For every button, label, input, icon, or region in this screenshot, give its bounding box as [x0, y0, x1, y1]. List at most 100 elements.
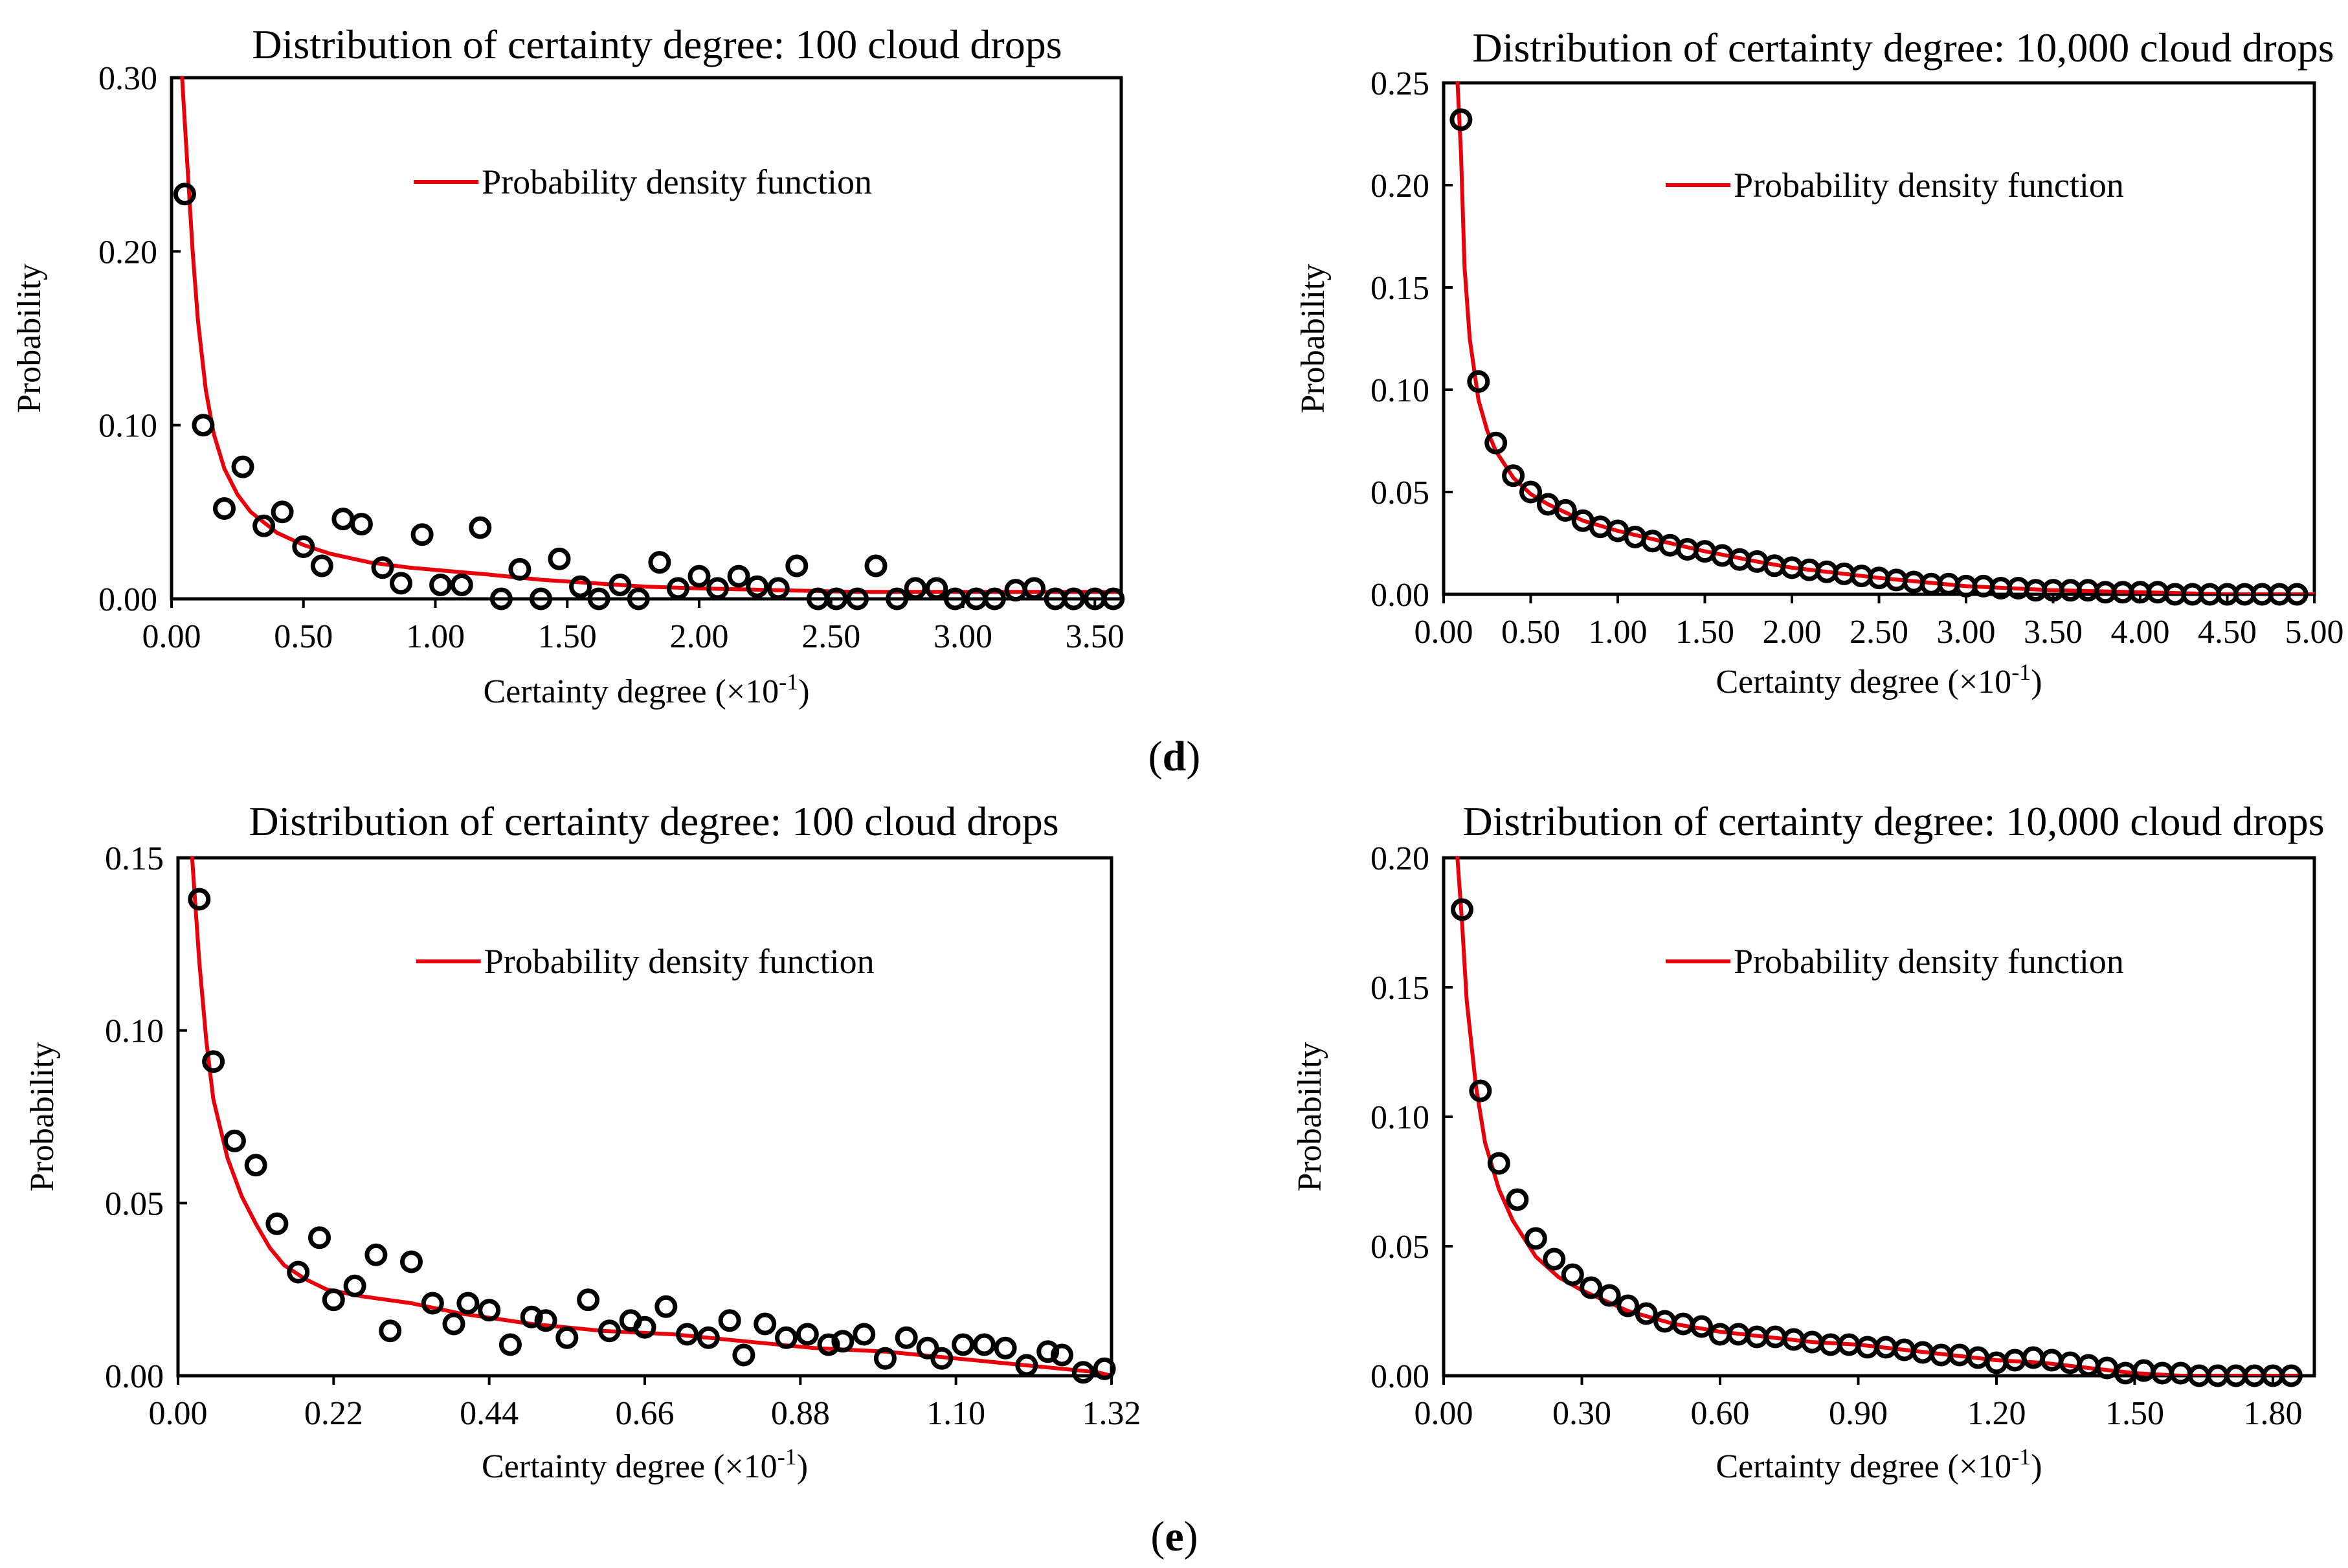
data-point: [718, 1309, 741, 1332]
data-point: [2059, 1351, 2082, 1374]
panel-label-d: (d): [1148, 733, 1201, 780]
data-point: [1051, 1343, 1073, 1367]
data-point: [1690, 1315, 1713, 1338]
x-axis-title: Certainty degree (×10-1): [1716, 1444, 2042, 1485]
data-point: [1635, 1302, 1658, 1325]
plot-frame: [176, 856, 1113, 1378]
data-point: [930, 1347, 954, 1370]
data-point: [400, 1250, 423, 1273]
data-point: [322, 1288, 345, 1312]
data-point: [983, 587, 1006, 610]
data-point: [390, 572, 412, 595]
x-tick-label: 5.00: [2285, 614, 2344, 651]
data-point: [534, 1309, 557, 1332]
data-point: [1093, 1357, 1116, 1380]
x-tick-label: 0.60: [1690, 1395, 1749, 1432]
data-point: [972, 1333, 996, 1356]
data-point: [379, 1319, 402, 1343]
data-point: [192, 414, 215, 437]
data-point: [350, 513, 373, 536]
x-tick-label: 2.00: [1763, 614, 1822, 651]
x-axis-title: Certainty degree (×10-1): [483, 669, 809, 710]
data-point: [627, 587, 650, 610]
data-point: [508, 557, 531, 581]
data-point: [846, 587, 869, 610]
data-point: [1484, 431, 1508, 454]
data-point: [904, 577, 927, 600]
data-point: [456, 1292, 480, 1315]
pdf-line: [190, 856, 1112, 1376]
data-point: [633, 1316, 656, 1339]
data-point: [364, 1243, 388, 1266]
data-point: [2040, 1349, 2063, 1372]
data-point: [825, 587, 848, 610]
data-point: [727, 565, 750, 588]
y-tick-label: 0.00: [1370, 1358, 1429, 1395]
x-tick-label: 0.30: [1552, 1395, 1611, 1432]
data-point: [1487, 1152, 1510, 1175]
x-axis-title: Certainty degree (×10-1): [1716, 659, 2042, 700]
pdf-line: [1455, 856, 2303, 1376]
x-tick-label: 1.50: [1675, 614, 1734, 651]
x-tick-label: 3.00: [1937, 614, 1996, 651]
pdf-line: [180, 76, 1121, 594]
data-point: [676, 1323, 699, 1346]
x-tick-label: 2.00: [670, 618, 729, 655]
data-point: [244, 1154, 267, 1177]
data-point: [1023, 577, 1045, 600]
chart-e-10000-drops: Distribution of certainty degree: 10,000…: [1291, 798, 2325, 1485]
data-point: [775, 1326, 798, 1349]
data-point: [271, 500, 294, 524]
legend-label: Probability density function: [484, 942, 875, 981]
y-tick-label: 0.20: [1370, 840, 1429, 877]
y-tick-label: 0.20: [1370, 168, 1429, 205]
data-point: [308, 1226, 331, 1249]
y-tick-label: 0.15: [1370, 970, 1429, 1007]
y-tick-label: 0.05: [1370, 1229, 1429, 1266]
data-point: [864, 554, 888, 577]
data-point: [994, 1336, 1017, 1360]
chart-d-10000-drops: Distribution of certainty degree: 10,000…: [1295, 25, 2344, 700]
data-point: [1506, 1188, 1529, 1211]
data-point: [188, 888, 211, 911]
data-point: [1561, 1263, 1584, 1286]
x-tick-label: 0.90: [1829, 1395, 1888, 1432]
chart-title: Distribution of certainty degree: 10,000…: [1472, 25, 2334, 71]
plot-frame: [170, 76, 1123, 601]
data-point: [173, 183, 196, 206]
data-point: [1598, 1284, 1621, 1307]
data-point: [1502, 464, 1525, 487]
data-point: [654, 1295, 678, 1318]
y-tick-label: 0.10: [1370, 372, 1429, 409]
y-tick-label: 0.00: [98, 581, 157, 618]
data-point: [421, 1292, 444, 1315]
x-tick-label: 0.44: [460, 1395, 519, 1432]
y-tick-label: 0.00: [1370, 577, 1429, 614]
x-tick-label: 1.10: [926, 1395, 985, 1432]
data-point: [1062, 587, 1086, 610]
data-point: [265, 1212, 289, 1235]
data-point: [489, 587, 513, 610]
data-point: [916, 1336, 939, 1360]
data-point: [343, 1274, 366, 1297]
x-tick-label: 2.50: [801, 618, 860, 655]
data-point: [223, 1129, 246, 1152]
x-tick-label: 4.00: [2111, 614, 2170, 651]
y-axis-title: Probability: [1295, 263, 1332, 413]
data-point: [873, 1347, 897, 1370]
data-point: [450, 574, 473, 596]
data-point: [1985, 1351, 2008, 1374]
plot-frame: [1442, 856, 2316, 1378]
y-tick-label: 0.05: [1370, 475, 1429, 511]
y-tick-label: 0.15: [1370, 270, 1429, 307]
data-point: [766, 577, 790, 600]
data-point: [785, 554, 809, 577]
data-point: [598, 1319, 621, 1343]
data-point: [1543, 1248, 1566, 1271]
data-point: [688, 565, 711, 588]
data-point: [331, 508, 355, 531]
data-point: [796, 1323, 819, 1346]
x-tick-label: 1.50: [538, 618, 597, 655]
y-axis-title: Probability: [1291, 1042, 1328, 1191]
data-point: [1580, 1276, 1603, 1299]
